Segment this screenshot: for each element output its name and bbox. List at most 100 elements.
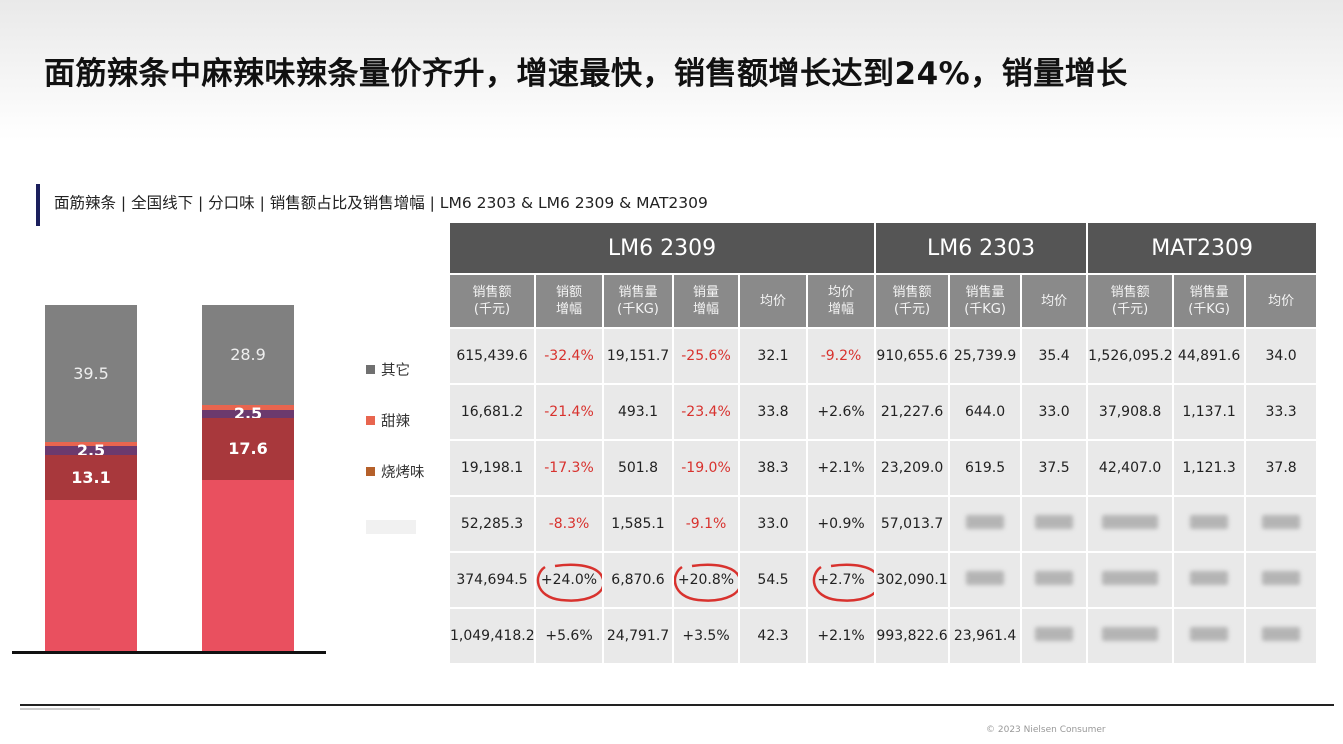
table-cell: 54.5 xyxy=(738,551,808,609)
column-header-line: 销售额 xyxy=(1110,285,1150,300)
table-cell: 374,694.5 xyxy=(448,551,536,609)
table-row: 52,285.3 -8.3% 1,585.1 -9.1% 33.0 +0.9% 57,013… xyxy=(448,495,1319,553)
table-cell: -21.4% xyxy=(534,383,604,441)
table-cell: -17.3% xyxy=(534,439,604,497)
highlighted-value: +24.0% xyxy=(537,563,601,602)
table-cell: 25,739.9 xyxy=(948,327,1023,385)
table-cell: 33.0 xyxy=(738,495,808,553)
table-cell: 42,407.0 xyxy=(1086,439,1175,497)
column-header-line: 销售量 xyxy=(1189,285,1229,300)
redacted-value xyxy=(1190,627,1229,641)
table-row: 19,198.1 -17.3% 501.8 -19.0% 38.3 +2.1% 23,209… xyxy=(448,439,1319,497)
table-cell xyxy=(948,551,1023,609)
cell-value: +2.7% xyxy=(817,572,865,588)
table-cell xyxy=(1020,551,1089,609)
bar-segment-label: 13.1 xyxy=(71,467,111,487)
table-cell: 1,585.1 xyxy=(602,495,674,553)
table-cell: 16,681.2 xyxy=(448,383,536,441)
highlighted-value: +2.7% xyxy=(813,563,874,602)
table-cell: -23.4% xyxy=(672,383,740,441)
table-cell: +0.9% xyxy=(805,495,877,553)
legend-label-other: 其它 xyxy=(381,363,410,379)
redacted-value xyxy=(1102,627,1159,641)
redacted-value xyxy=(1262,571,1301,585)
redacted-value xyxy=(1035,515,1074,529)
table-cell xyxy=(1020,495,1089,553)
table-cell xyxy=(1172,551,1247,609)
group-header-lm6-2303: LM6 2303 xyxy=(874,221,1089,275)
bar-segment xyxy=(202,418,294,480)
column-header: 销售额 (千元) xyxy=(448,273,536,329)
cell-value: +24.0% xyxy=(540,572,598,588)
copyright-notice: © 2023 Nielsen Consumer xyxy=(986,725,1106,735)
table-cell: 1,121.3 xyxy=(1172,439,1247,497)
table-row: 1,049,418.2 +5.6% 24,791.7 +3.5% 42.3 +2.1% 99… xyxy=(448,607,1319,665)
chart-baseline xyxy=(12,651,326,654)
legend-swatch-sweet-spicy xyxy=(366,416,375,425)
column-header: 均价 xyxy=(1020,273,1089,329)
column-header-line: 销售额 xyxy=(892,285,932,300)
table-cell: 910,655.6 xyxy=(874,327,951,385)
column-header-line: (千元) xyxy=(473,302,511,317)
column-header-line: 销额 xyxy=(555,285,582,300)
table-cell: 1,526,095.2 xyxy=(1086,327,1175,385)
column-header-line: 均价 xyxy=(1041,293,1068,309)
footer-divider-fade xyxy=(20,708,100,710)
bar-segment-label: 2.5 xyxy=(233,404,263,424)
table-cell: 33.0 xyxy=(1020,383,1089,441)
table-cell: 52,285.3 xyxy=(448,495,536,553)
table-cell: 644.0 xyxy=(948,383,1023,441)
table-cell xyxy=(1086,495,1175,553)
table-cell xyxy=(1172,495,1247,553)
table-cell: 37.5 xyxy=(1020,439,1089,497)
table-cell: 44,891.6 xyxy=(1172,327,1247,385)
legend-item-bbq: 烧烤味 xyxy=(366,461,425,482)
footer-divider xyxy=(20,704,1334,706)
table-cell: 42.3 xyxy=(738,607,808,665)
table-cell: 1,137.1 xyxy=(1172,383,1247,441)
legend-label-bbq: 烧烤味 xyxy=(381,465,425,481)
bar-segment xyxy=(45,500,137,652)
column-header-line: 均价 xyxy=(828,285,855,300)
table-cell xyxy=(1086,551,1175,609)
redacted-value xyxy=(1035,571,1074,585)
table-cell xyxy=(1244,495,1319,553)
column-header-line: 销售量 xyxy=(965,285,1005,300)
table-cell: 493.1 xyxy=(602,383,674,441)
table-cell: 33.3 xyxy=(1244,383,1319,441)
column-header-line: (千元) xyxy=(893,302,931,317)
table-cell: 37.8 xyxy=(1244,439,1319,497)
bar-segment-label: 39.5 xyxy=(73,363,109,383)
redacted-value xyxy=(1262,627,1301,641)
table-cell: 23,961.4 xyxy=(948,607,1023,665)
column-header-line: 均价 xyxy=(759,293,786,309)
redacted-value xyxy=(1190,571,1229,585)
table-cell: 501.8 xyxy=(602,439,674,497)
table-cell: -32.4% xyxy=(534,327,604,385)
column-header-line: 销售额 xyxy=(472,285,512,300)
column-header: 销售额 (千元) xyxy=(1086,273,1175,329)
table-cell: -8.3% xyxy=(534,495,604,553)
table-cell: 32.1 xyxy=(738,327,808,385)
table-row: 16,681.2 -21.4% 493.1 -23.4% 33.8 +2.6% 21,227… xyxy=(448,383,1319,441)
bar-segment xyxy=(45,442,137,447)
group-header-lm6-2309: LM6 2309 xyxy=(447,221,877,275)
table-cell: 302,090.1 xyxy=(874,551,951,609)
group-header-mat2309: MAT2309 xyxy=(1086,221,1319,275)
column-header-line: 销量 xyxy=(692,285,719,300)
bar-segment xyxy=(45,305,137,443)
table-cell: 35.4 xyxy=(1020,327,1089,385)
highlighted-value: +20.8% xyxy=(675,563,737,602)
column-header-line: (千元) xyxy=(1112,302,1149,317)
column-header-line: 增幅 xyxy=(555,302,582,317)
table-cell: 37,908.8 xyxy=(1086,383,1175,441)
column-header-line: 均价 xyxy=(1268,293,1295,309)
legend-swatch-bbq xyxy=(366,467,375,476)
table-cell: 23,209.0 xyxy=(874,439,951,497)
chart-subtitle: 面筋辣条 | 全国线下 | 分口味 | 销售额占比及销售增幅 | LM6 230… xyxy=(54,194,708,212)
column-header-line: 增幅 xyxy=(828,302,855,317)
column-header-line: (千KG) xyxy=(617,302,659,317)
column-header: 销售额 (千元) xyxy=(874,273,951,329)
legend-item-sweet-spicy: 甜辣 xyxy=(366,410,410,431)
redacted-value xyxy=(1102,571,1159,585)
